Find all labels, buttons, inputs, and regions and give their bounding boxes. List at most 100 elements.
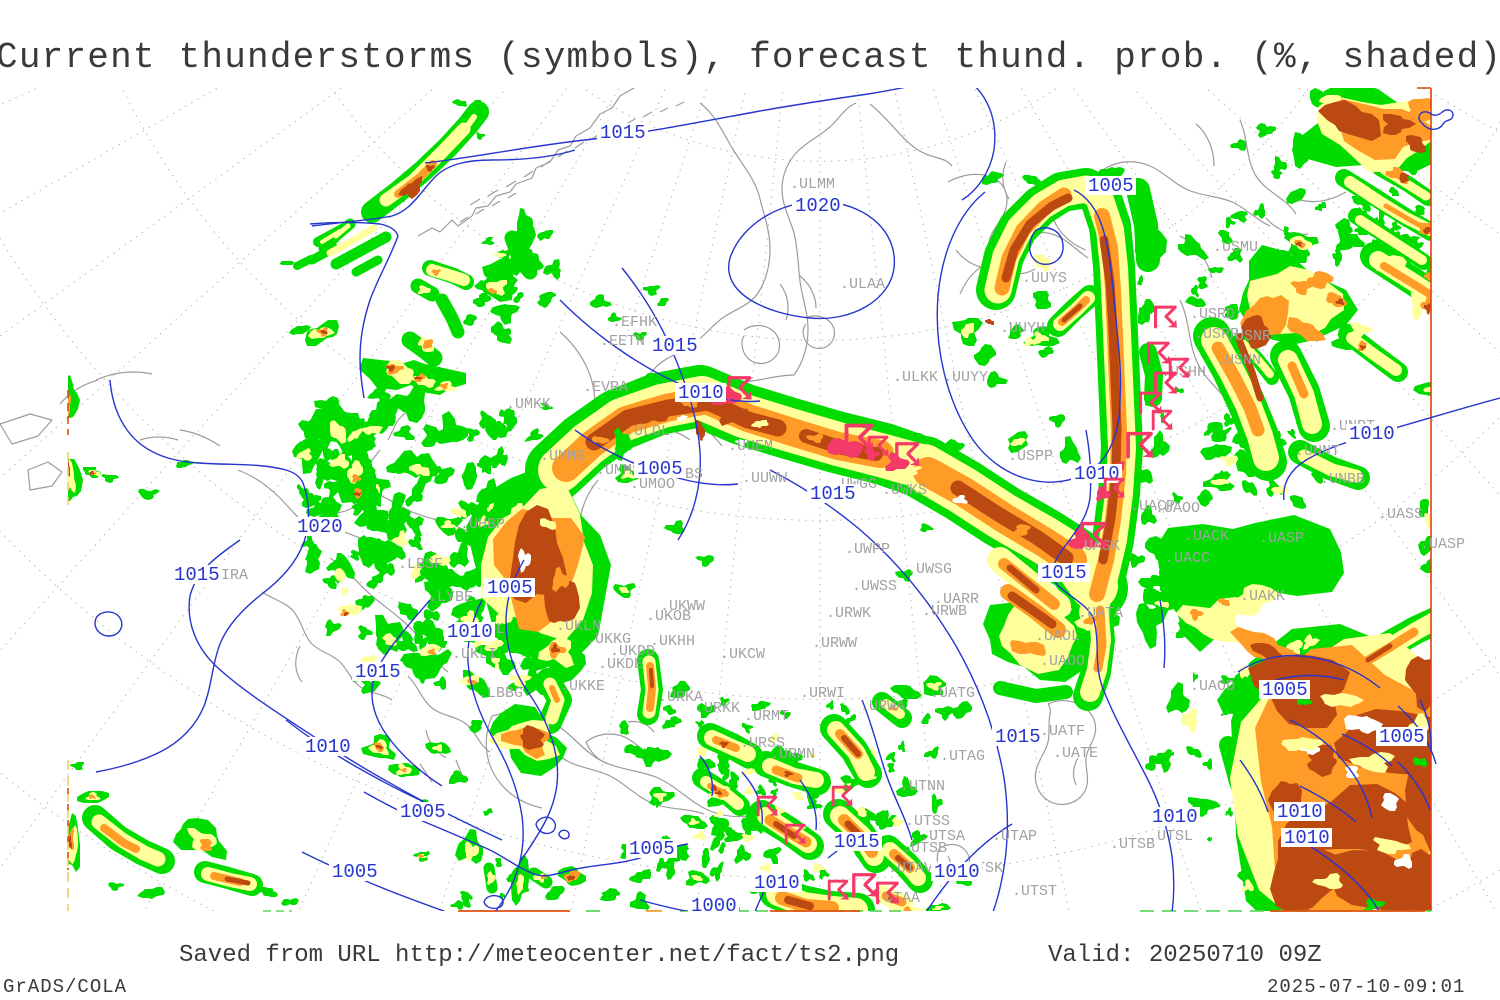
svg-text:.UTSS: .UTSS [905, 813, 950, 830]
svg-text:1010: 1010 [934, 861, 980, 883]
svg-text:.UACK: .UACK [1184, 528, 1229, 545]
svg-text:.UMMG: .UMMG [540, 448, 585, 465]
svg-text:.UWSG: .UWSG [907, 561, 952, 578]
svg-text:.LBSF: .LBSF [398, 556, 443, 573]
svg-text:2025-07-10-09:01: 2025-07-10-09:01 [1267, 976, 1465, 998]
svg-text:.LYBE: .LYBE [428, 589, 473, 606]
svg-text:☈: ☈ [1152, 370, 1179, 404]
svg-text:.USRD: .USRD [1190, 306, 1235, 323]
svg-text:1015: 1015 [652, 335, 698, 357]
svg-text:☈: ☈ [725, 373, 754, 410]
svg-text:.UWSS: .UWSS [852, 578, 897, 595]
svg-text:.USNR: .USNR [1226, 328, 1271, 345]
svg-text:.USPP: .USPP [1008, 448, 1053, 465]
svg-text:.UTSB: .UTSB [1110, 836, 1155, 853]
svg-text:1010: 1010 [447, 621, 493, 643]
svg-text:.UKDE: .UKDE [598, 656, 643, 673]
svg-text:1000: 1000 [691, 895, 737, 917]
svg-text:.UATG: .UATG [930, 685, 975, 702]
svg-text:.UASK: .UASK [1075, 538, 1120, 555]
svg-text:.UWPP: .UWPP [845, 541, 890, 558]
svg-text:.USRR: .USRR [1194, 326, 1239, 343]
svg-text:1010: 1010 [1349, 423, 1395, 445]
svg-text:1010: 1010 [1277, 801, 1323, 823]
svg-text:.UTAV: .UTAV [888, 860, 933, 877]
svg-text:1020: 1020 [297, 516, 343, 538]
svg-text:.URWA: .URWA [860, 698, 905, 715]
svg-text:.UAOO: .UAOO [1155, 500, 1200, 517]
svg-text:.UATF: .UATF [1040, 723, 1085, 740]
svg-text:☈: ☈ [842, 421, 876, 464]
svg-text:1015: 1015 [355, 661, 401, 683]
svg-text:.UKLN: .UKLN [556, 618, 601, 635]
svg-text:.USHH: .USHH [1161, 364, 1206, 381]
svg-text:.EVRA: .EVRA [583, 379, 628, 396]
svg-text:☈: ☈ [1167, 357, 1191, 387]
svg-text:☈: ☈ [893, 439, 922, 476]
svg-text:.UUYH: .UUYH [1000, 320, 1045, 337]
svg-text:.UTSL: .UTSL [1148, 828, 1193, 845]
svg-text:.UAOL: .UAOL [1035, 628, 1080, 645]
svg-text:.EETN: .EETN [600, 333, 645, 350]
svg-text:.USMU: .USMU [1213, 239, 1258, 256]
svg-text:.UKCW: .UKCW [720, 646, 765, 663]
svg-text:Saved from URL http://meteocen: Saved from URL http://meteocenter.net/fa… [179, 942, 899, 969]
svg-text:.UTNN: .UTNN [900, 778, 945, 795]
svg-text:.UTAP: .UTAP [992, 828, 1037, 845]
svg-text:.UNNT: .UNNT [1295, 443, 1340, 460]
svg-text:.UKWW: .UKWW [660, 598, 705, 615]
svg-text:.UMKK: .UMKK [506, 396, 551, 413]
svg-text:.URSS: .URSS [740, 735, 785, 752]
svg-text:.UUYY: .UUYY [943, 369, 988, 386]
svg-text:.UTSA: .UTSA [920, 828, 965, 845]
svg-text:☈: ☈ [1137, 390, 1164, 424]
svg-text:GrADS/COLA: GrADS/COLA [3, 976, 127, 998]
svg-text:.UNBB: .UNBB [1320, 471, 1365, 488]
svg-text:.UACP: .UACP [1130, 498, 1175, 515]
svg-text:.URKK: .URKK [695, 700, 740, 717]
svg-text:☈: ☈ [783, 823, 807, 853]
svg-text:.UASP: .UASP [1420, 536, 1465, 553]
svg-text:.UHBP: .UHBP [460, 516, 505, 533]
svg-text:.UKHH: .UKHH [650, 633, 695, 650]
svg-text:.UTSB: .UTSB [902, 840, 947, 857]
svg-text:.UACC: .UACC [1165, 550, 1210, 567]
svg-text:1005: 1005 [1262, 679, 1308, 701]
svg-text:.ULAA: .ULAA [840, 276, 885, 293]
svg-text:.UTAA: .UTAA [875, 890, 920, 907]
svg-text:1010: 1010 [678, 382, 724, 404]
svg-text:.URWB: .URWB [922, 603, 967, 620]
svg-text:☈: ☈ [1124, 429, 1155, 469]
svg-text:1015: 1015 [810, 483, 856, 505]
svg-text:.LBBG: .LBBG [478, 685, 523, 702]
svg-text:☈: ☈ [1150, 409, 1174, 439]
svg-text:1005: 1005 [637, 458, 683, 480]
svg-text:.UUYS: .UUYS [1022, 270, 1067, 287]
svg-text:.UUEM: .UUEM [728, 438, 773, 455]
svg-text:1015: 1015 [834, 831, 880, 853]
svg-text:.URWW: .URWW [812, 635, 857, 652]
svg-text:1010: 1010 [1284, 827, 1330, 849]
svg-text:1010: 1010 [1152, 806, 1198, 828]
svg-text:☈: ☈ [1152, 304, 1179, 338]
svg-text:☈: ☈ [755, 795, 779, 825]
svg-text:1010: 1010 [754, 872, 800, 894]
svg-text:.UTAG: .UTAG [940, 748, 985, 765]
svg-text:.UKDD: .UKDD [610, 643, 655, 660]
svg-text:1015: 1015 [995, 726, 1041, 748]
svg-text:1005: 1005 [629, 838, 675, 860]
svg-text:1015: 1015 [600, 122, 646, 144]
svg-text:1005: 1005 [332, 861, 378, 883]
svg-text:.UKLI: .UKLI [452, 646, 497, 663]
svg-text:.USNN: .USNN [1216, 352, 1261, 369]
svg-text:.UAKK: .UAKK [1240, 588, 1285, 605]
svg-text:.ULOL: .ULOL [625, 423, 670, 440]
svg-text:☈: ☈ [826, 879, 850, 909]
svg-text:.URMT: .URMT [744, 708, 789, 725]
svg-text:☈: ☈ [1078, 519, 1109, 559]
svg-text:.UASS: .UASS [1378, 506, 1423, 523]
svg-text:1010: 1010 [1074, 463, 1120, 485]
svg-text:☈: ☈ [1145, 340, 1172, 374]
svg-text:1010: 1010 [305, 736, 351, 758]
svg-text:.UTST: .UTST [1012, 883, 1057, 900]
